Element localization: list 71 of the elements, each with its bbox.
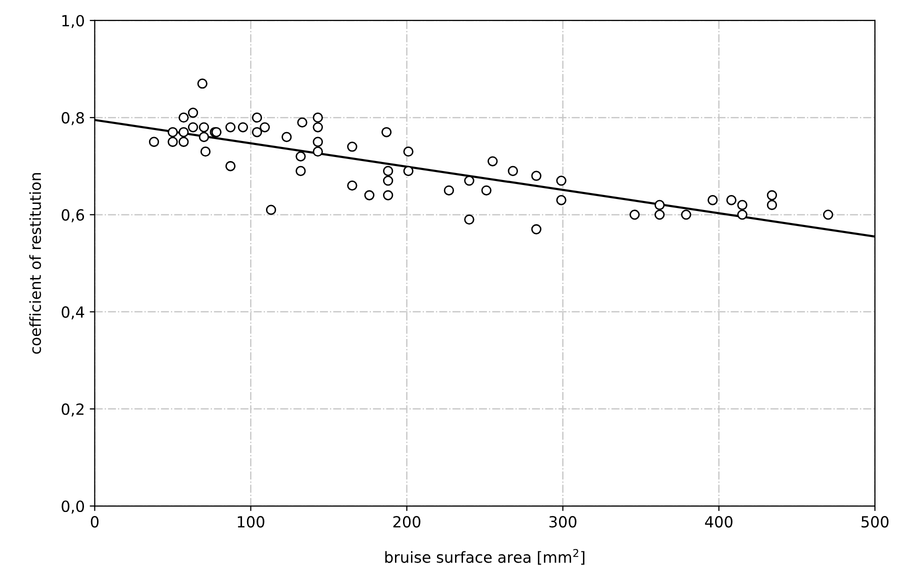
- point: [188, 122, 198, 132]
- point: [200, 146, 211, 157]
- point: [382, 190, 394, 200]
- point: [382, 176, 394, 186]
- point: [168, 127, 178, 138]
- point: [766, 200, 778, 210]
- point: [312, 146, 323, 157]
- point: [178, 127, 189, 138]
- point: [464, 214, 474, 225]
- point: [531, 224, 542, 234]
- point: [444, 185, 454, 196]
- y-tick-label: 0,2: [62, 403, 84, 416]
- point: [238, 122, 248, 132]
- point: [168, 136, 178, 147]
- point: [403, 146, 414, 157]
- x-tick-label: 400: [705, 516, 732, 528]
- point: [708, 195, 718, 206]
- point: [654, 200, 665, 210]
- y-tick-label: 0,0: [62, 500, 84, 514]
- point: [178, 136, 189, 147]
- point: [403, 166, 414, 176]
- y-tick-label: 0,4: [62, 306, 84, 320]
- point: [296, 151, 306, 162]
- point: [266, 204, 276, 215]
- x-tick-label: 300: [549, 516, 576, 528]
- point: [312, 136, 323, 147]
- x-tick-label: 500: [862, 516, 889, 528]
- point: [508, 166, 518, 176]
- point: [382, 166, 394, 176]
- point: [148, 136, 160, 147]
- point: [312, 122, 323, 132]
- point: [297, 117, 308, 128]
- point: [481, 185, 492, 196]
- point: [823, 210, 834, 220]
- x-tick-label: 0: [90, 516, 99, 528]
- x-tick-label: 200: [393, 516, 420, 528]
- point: [681, 210, 692, 220]
- point: [766, 190, 778, 200]
- point: [737, 210, 748, 220]
- point: [347, 142, 358, 152]
- point: [312, 112, 323, 123]
- point: [225, 161, 236, 172]
- point: [556, 195, 566, 206]
- point: [252, 112, 262, 123]
- point: [260, 122, 270, 132]
- point: [197, 78, 208, 89]
- point: [381, 127, 392, 138]
- point: [488, 156, 498, 166]
- point: [188, 108, 198, 118]
- point: [282, 132, 292, 142]
- y-tick-label: 0,6: [62, 209, 84, 222]
- point: [464, 176, 474, 186]
- y-tick-label: 0,8: [62, 112, 84, 126]
- y-axis-title: coefficient of restitution: [29, 173, 42, 354]
- y-tick-label: 1,0: [62, 14, 84, 28]
- x-axis-title: bruise surface area [mm$^{2}$]: [385, 548, 584, 565]
- point: [198, 132, 210, 142]
- point: [364, 190, 374, 200]
- point: [347, 180, 358, 191]
- point: [726, 195, 736, 206]
- point: [737, 200, 748, 210]
- point: [198, 122, 210, 132]
- point: [296, 166, 306, 176]
- point: [225, 122, 236, 132]
- x-tick-label: 100: [238, 516, 264, 528]
- point: [252, 127, 262, 138]
- point: [556, 176, 566, 186]
- point: [531, 170, 542, 181]
- point: [178, 112, 189, 123]
- point: [654, 210, 665, 220]
- point: [630, 210, 640, 220]
